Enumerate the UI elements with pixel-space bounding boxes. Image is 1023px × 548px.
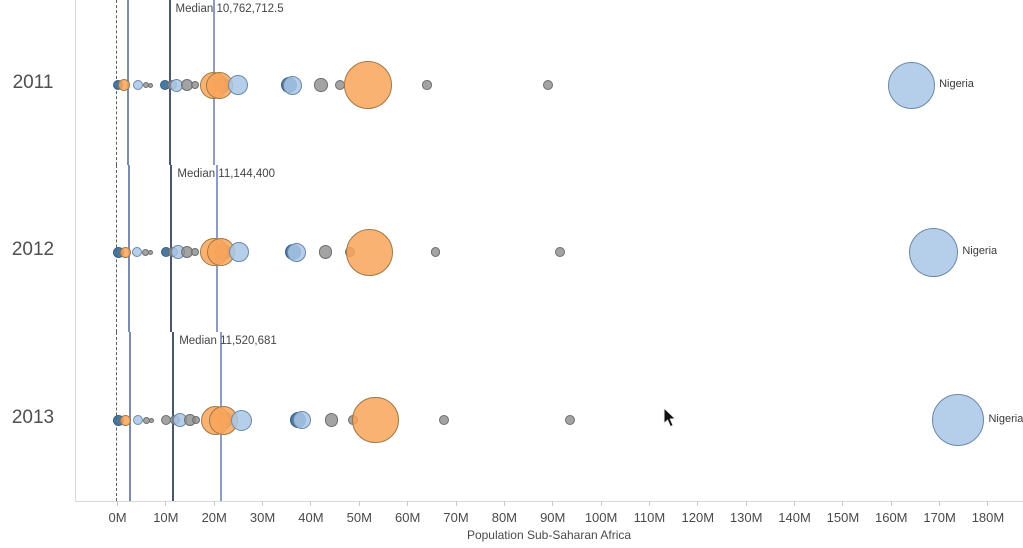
x-axis-tick bbox=[745, 501, 747, 506]
country-bubble[interactable] bbox=[314, 78, 328, 92]
median-label: Median 11,520,681 bbox=[179, 335, 277, 347]
x-axis-tick-label: 20M bbox=[201, 510, 227, 525]
nigeria-bubble[interactable] bbox=[888, 61, 936, 109]
mouse-cursor bbox=[663, 407, 677, 428]
country-bubble[interactable] bbox=[351, 396, 399, 444]
bubble-label: Nigeria bbox=[939, 78, 974, 90]
country-bubble[interactable] bbox=[148, 249, 154, 255]
country-bubble[interactable] bbox=[132, 415, 143, 425]
x-axis-line bbox=[75, 501, 1023, 502]
row-label-year: 2011 bbox=[12, 72, 54, 93]
x-axis-title: Population Sub-Saharan Africa bbox=[466, 528, 632, 542]
row-label-year: 2012 bbox=[11, 239, 55, 260]
x-axis-tick-label: 40M bbox=[298, 510, 324, 525]
x-axis-tick-label: 10M bbox=[153, 510, 179, 525]
x-axis-tick bbox=[165, 501, 167, 506]
x-axis-tick-label: 140M bbox=[778, 510, 811, 525]
country-bubble[interactable] bbox=[439, 415, 450, 425]
x-axis-tick-label: 70M bbox=[443, 510, 469, 525]
bubble-label: Nigeria bbox=[988, 413, 1023, 425]
x-axis-tick-label: 50M bbox=[346, 510, 372, 525]
country-bubble[interactable] bbox=[565, 415, 576, 425]
x-axis-tick bbox=[697, 501, 699, 506]
x-axis-tick-label: 110M bbox=[633, 510, 666, 525]
bubble-label: Nigeria bbox=[962, 245, 998, 257]
country-bubble[interactable] bbox=[118, 79, 131, 91]
x-axis-tick-label: 180M bbox=[971, 510, 1005, 525]
country-bubble[interactable] bbox=[147, 82, 153, 88]
country-bubble[interactable] bbox=[190, 81, 199, 89]
country-bubble[interactable] bbox=[346, 228, 394, 276]
x-axis-tick bbox=[310, 501, 312, 506]
country-bubble[interactable] bbox=[343, 61, 392, 109]
x-axis-tick bbox=[648, 501, 650, 506]
country-bubble[interactable] bbox=[191, 248, 200, 256]
x-axis-tick bbox=[794, 501, 796, 506]
country-bubble[interactable] bbox=[141, 248, 149, 256]
country-bubble[interactable] bbox=[422, 80, 432, 90]
x-axis-tick-label: 30M bbox=[249, 510, 276, 525]
country-bubble[interactable] bbox=[318, 245, 333, 259]
x-axis-tick-label: 90M bbox=[540, 510, 566, 525]
x-axis-tick-label: 60M bbox=[395, 510, 421, 525]
x-axis-tick bbox=[455, 501, 457, 506]
x-axis-tick-label: 150M bbox=[826, 510, 860, 525]
x-axis-tick bbox=[262, 501, 264, 506]
x-axis-tick bbox=[503, 501, 505, 506]
country-bubble[interactable] bbox=[228, 242, 249, 262]
x-axis-tick-label: 100M bbox=[584, 510, 618, 525]
country-bubble[interactable] bbox=[325, 413, 339, 427]
country-bubble[interactable] bbox=[230, 409, 252, 431]
x-axis-tick-label: 160M bbox=[874, 510, 908, 525]
x-axis-tick bbox=[358, 501, 360, 506]
country-bubble[interactable] bbox=[131, 247, 142, 257]
x-axis-tick-label: 80M bbox=[491, 510, 518, 525]
nigeria-bubble[interactable] bbox=[932, 394, 985, 446]
x-axis-tick bbox=[939, 501, 941, 506]
x-axis-tick bbox=[117, 501, 118, 506]
country-bubble[interactable] bbox=[292, 411, 311, 429]
country-bubble[interactable] bbox=[227, 75, 248, 95]
country-bubble[interactable] bbox=[132, 80, 143, 90]
country-bubble[interactable] bbox=[430, 247, 440, 257]
x-axis-tick bbox=[600, 501, 602, 506]
x-axis-tick bbox=[890, 501, 892, 506]
x-axis-tick bbox=[213, 501, 215, 506]
x-axis-tick-label: 170M bbox=[923, 510, 956, 525]
country-bubble[interactable] bbox=[148, 417, 154, 423]
x-axis-tick-label: 130M bbox=[729, 510, 763, 525]
country-bubble[interactable] bbox=[192, 416, 201, 424]
country-bubble[interactable] bbox=[542, 80, 553, 90]
x-axis-tick bbox=[842, 501, 844, 506]
x-axis-tick bbox=[552, 501, 554, 506]
x-axis-tick bbox=[407, 501, 409, 506]
nigeria-bubble[interactable] bbox=[909, 227, 959, 277]
country-bubble[interactable] bbox=[287, 242, 307, 262]
country-bubble[interactable] bbox=[119, 414, 131, 426]
x-axis-tick-label: 0M bbox=[108, 510, 127, 525]
country-bubble[interactable] bbox=[283, 75, 303, 95]
left-axis-border bbox=[74, 0, 76, 501]
median-label: Median 10,762,712.5 bbox=[175, 3, 284, 15]
median-label: Median 11,144,400 bbox=[177, 168, 276, 180]
x-axis-tick bbox=[987, 501, 989, 506]
country-bubble[interactable] bbox=[119, 246, 131, 258]
x-axis-tick-label: 120M bbox=[681, 510, 715, 525]
country-bubble[interactable] bbox=[554, 247, 565, 257]
row-label-year: 2013 bbox=[11, 407, 55, 428]
